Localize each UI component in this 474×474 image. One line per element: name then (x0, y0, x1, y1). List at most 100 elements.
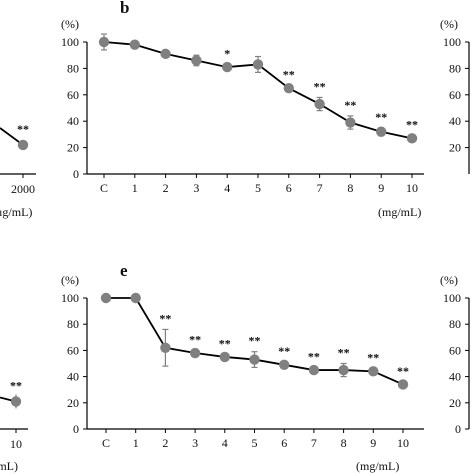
panel-b-significance-label: ** (375, 110, 387, 124)
panel-b-x-tick-label: 1 (132, 181, 138, 195)
panel-f-y-tick-label: 80 (449, 317, 461, 331)
panel-e-data-point (249, 354, 260, 365)
panel-e-significance-label: ** (159, 311, 171, 325)
panel-b-significance-label: ** (344, 98, 356, 112)
panel-b-data-point (314, 98, 325, 110)
panel-f-y-unit: (%) (440, 273, 458, 287)
panel-c-y-tick-label: 80 (449, 61, 461, 75)
panel-e-data-point (368, 366, 379, 377)
panel-b-y-tick-label: 100 (61, 35, 79, 49)
panel-c-y-unit: (%) (440, 17, 458, 31)
panel-b-significance-label: ** (314, 79, 326, 93)
panel-e-x-tick-label: 2 (162, 436, 168, 450)
panel-a-fragment: ** 2000 (0, 122, 36, 196)
panel-e-significance-label: ** (249, 334, 261, 348)
panel-e-x-tick-label: C (102, 436, 110, 450)
panel-f-y-tick-label: 40 (449, 370, 461, 384)
panel-e-data-point (308, 364, 320, 376)
panel-e-x-tick-label: 4 (222, 436, 228, 450)
panel-e-x-tick-label: 10 (397, 436, 409, 450)
panel-e-x-tick-label: 9 (370, 436, 376, 450)
panel-b-y-tick-label: 0 (73, 167, 79, 181)
panel-b-x-tick-label: 6 (286, 181, 292, 195)
panel-e-y-tick-label: 0 (73, 422, 79, 436)
panel-f-y-tick-label: 100 (443, 291, 461, 305)
panel-b-significance-label: * (224, 46, 230, 60)
panel-b-y-tick-label: 20 (67, 141, 79, 155)
panel-b-x-tick-label: 3 (193, 181, 199, 195)
panel-c-axis: (%) 20 40 60 80 100 (440, 17, 470, 174)
panel-e-data-point (279, 359, 290, 371)
panel-e-significance-label: ** (338, 346, 350, 360)
panel-a-significance-label: ** (17, 122, 29, 136)
panel-e-y-unit: (%) (61, 273, 79, 287)
panel-e-letter: e (120, 261, 128, 280)
panel-e-y-tick-label: 100 (61, 291, 79, 305)
panel-b-x-tick-label: 10 (406, 181, 418, 195)
panel-b-x-tick-label: 9 (378, 181, 384, 195)
panel-d-fragment: ** 10 (0, 378, 28, 451)
panel-b-significance-label: ** (283, 68, 295, 82)
panel-d-x-unit: /mL) (0, 459, 18, 473)
panel-a-x-tick-label: 2000 (11, 182, 35, 196)
panel-d-x-tick-label: 10 (10, 437, 22, 451)
panel-e-data-point (219, 351, 230, 363)
panel-b-x-unit: (mg/mL) (378, 205, 421, 219)
panel-d-significance-label: ** (10, 378, 22, 392)
panel-c-y-tick-label: 100 (443, 35, 461, 49)
panel-c-y-tick-label: 20 (449, 141, 461, 155)
panel-b-y-unit: (%) (61, 17, 79, 31)
panel-b-y-tick-label: 80 (67, 61, 79, 75)
panel-e-significance-label: ** (367, 351, 379, 365)
panel-e-y-tick-label: 80 (67, 317, 79, 331)
panel-b-x-tick-label: 8 (347, 181, 353, 195)
panel-e-significance-label: ** (278, 344, 290, 358)
panel-f-axis: (%) 0 20 40 60 80 100 (440, 273, 470, 436)
panel-e-significance-label: ** (189, 332, 201, 346)
panel-e-data-point (160, 342, 171, 353)
panel-b-data-point (191, 55, 202, 66)
panel-b-x-tick-label: 4 (224, 181, 230, 195)
panel-b-y-tick-label: 40 (67, 114, 79, 128)
panel-b-data-point (160, 48, 171, 60)
panel-e-x-tick-label: 5 (252, 436, 258, 450)
panel-e-y-tick-label: 20 (67, 396, 79, 410)
panel-e-data-point (189, 347, 201, 359)
panel-b-significance-label: ** (406, 118, 418, 132)
panel-e-significance-label: ** (308, 349, 320, 363)
panel-e-x-tick-label: 7 (311, 436, 317, 450)
panel-e-y-tick-label: 40 (67, 370, 79, 384)
panel-e-y-tick-label: 60 (67, 343, 79, 357)
panel-b-data-point (345, 117, 356, 128)
panel-e-data-point (130, 292, 141, 304)
panel-e-significance-label: ** (219, 336, 231, 350)
panel-e-x-tick-label: 8 (341, 436, 347, 450)
panel-e-x-tick-label: 3 (192, 436, 198, 450)
panel-b-x-tick-label: 7 (317, 181, 323, 195)
panel-b-data-point (98, 36, 110, 48)
panel-e-significance-label: ** (397, 364, 409, 378)
panel-f-y-tick-label: 60 (449, 343, 461, 357)
panel-d-data-point (10, 396, 22, 407)
panel-b-x-tick-label: C (100, 181, 108, 195)
panel-b-data-point (283, 83, 294, 94)
panel-b-x-tick-label: 2 (163, 181, 169, 195)
panel-a-data-point (17, 139, 29, 151)
panel-b-y-tick-label: 60 (67, 88, 79, 102)
panel-b-data-point (376, 126, 387, 137)
panel-e-chart: (%) 0 20 40 60 80 100 C 1 2 3 4 5 6 7 8 9 10 ** ** ** ** ** ** *… (61, 273, 424, 450)
panel-b-data-point (406, 133, 418, 144)
panel-b-letter: b (120, 0, 129, 17)
panel-b-data-point (129, 39, 140, 50)
panel-e-x-unit: (mg/mL) (356, 459, 399, 473)
panel-b-data-point (252, 59, 264, 70)
panel-e-x-tick-label: 6 (281, 436, 287, 450)
panel-b-data-point (222, 61, 233, 73)
panel-f-y-tick-label: 0 (455, 422, 461, 436)
panel-c-y-tick-label: 40 (449, 114, 461, 128)
panel-a-x-unit: (μg/mL) (0, 205, 32, 219)
panel-b-x-tick-label: 5 (255, 181, 261, 195)
panel-c-y-tick-label: 60 (449, 88, 461, 102)
